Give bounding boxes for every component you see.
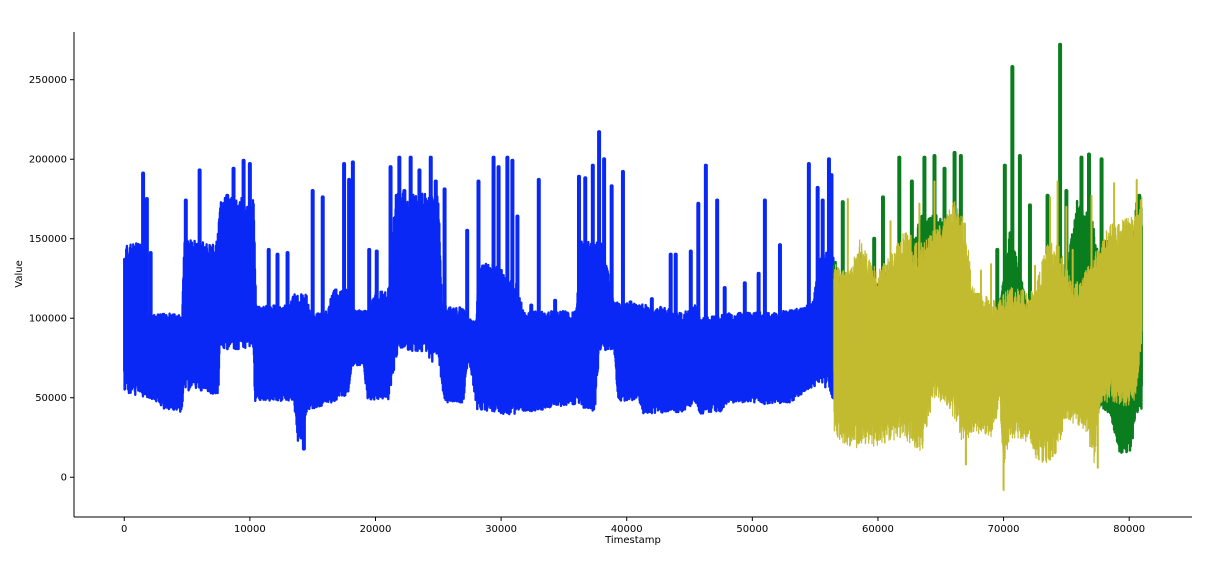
x-axis-ticks: 0 10000 20000 30000 40000 50000 60000 70000 8000… xyxy=(121,517,1145,535)
y-tick-label: 50000 xyxy=(35,393,67,404)
x-tick-label: 0 xyxy=(121,524,127,535)
series-1 xyxy=(123,130,836,451)
x-tick-label: 10000 xyxy=(234,524,266,535)
y-axis-title: Value xyxy=(14,260,25,287)
series-layer xyxy=(123,42,1143,491)
x-tick-label: 70000 xyxy=(988,524,1020,535)
y-tick-label: 0 xyxy=(61,473,67,484)
x-tick-label: 80000 xyxy=(1113,524,1145,535)
x-tick-label: 60000 xyxy=(862,524,894,535)
x-axis-title: Timestamp xyxy=(604,535,661,546)
plot-area xyxy=(123,42,1143,491)
x-tick-label: 30000 xyxy=(485,524,517,535)
series-line xyxy=(833,196,1143,467)
y-axis-ticks: 0 50000 100000 150000 200000 250000 xyxy=(29,75,74,484)
x-tick-label: 20000 xyxy=(360,524,392,535)
y-tick-label: 100000 xyxy=(29,314,67,325)
series-3 xyxy=(833,178,1143,491)
x-tick-label: 50000 xyxy=(736,524,768,535)
x-tick-label: 40000 xyxy=(611,524,643,535)
y-tick-label: 150000 xyxy=(29,234,67,245)
y-tick-label: 200000 xyxy=(29,155,67,166)
y-tick-label: 250000 xyxy=(29,75,67,86)
